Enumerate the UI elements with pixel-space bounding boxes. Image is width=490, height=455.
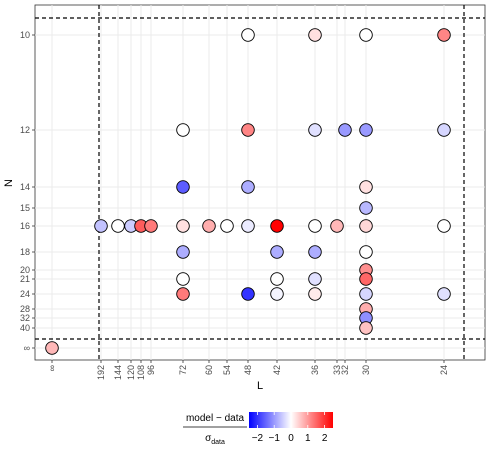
data-point bbox=[45, 341, 59, 355]
x-axis-title: L bbox=[257, 380, 263, 392]
data-point bbox=[241, 123, 255, 137]
y-tick-label: 24 bbox=[20, 289, 30, 299]
legend-tick-label: 2 bbox=[322, 433, 328, 444]
data-point bbox=[111, 219, 125, 233]
x-tick-label: 32 bbox=[340, 365, 350, 375]
x-tick-label: 60 bbox=[204, 365, 214, 375]
legend-tick-label: −2 bbox=[252, 433, 264, 444]
data-points bbox=[45, 28, 451, 355]
x-tick-label: 96 bbox=[146, 365, 156, 375]
data-point bbox=[241, 219, 255, 233]
data-point bbox=[144, 219, 158, 233]
x-tick-label: 42 bbox=[272, 365, 282, 375]
data-point bbox=[176, 180, 190, 194]
reference-lines bbox=[35, 5, 485, 360]
data-point bbox=[308, 287, 322, 301]
data-point bbox=[330, 219, 344, 233]
x-tick-label: 192 bbox=[96, 365, 106, 380]
y-tick-label: 12 bbox=[20, 125, 30, 135]
plot-panel bbox=[34, 4, 486, 361]
data-point bbox=[359, 180, 373, 194]
y-tick-label: 15 bbox=[20, 203, 30, 213]
y-tick-label: 40 bbox=[20, 323, 30, 333]
data-point bbox=[176, 287, 190, 301]
data-point bbox=[176, 123, 190, 137]
y-tick-label: 32 bbox=[20, 313, 30, 323]
x-tick-label: 30 bbox=[361, 365, 371, 375]
data-point bbox=[359, 28, 373, 42]
data-point bbox=[241, 287, 255, 301]
data-point bbox=[308, 245, 322, 259]
y-tick-label: 10 bbox=[20, 30, 30, 40]
data-point bbox=[437, 123, 451, 137]
data-point bbox=[241, 180, 255, 194]
data-point bbox=[338, 123, 352, 137]
data-point bbox=[270, 272, 284, 286]
data-point bbox=[308, 272, 322, 286]
legend-sigma: σ bbox=[205, 433, 212, 444]
x-tick-label: ∞ bbox=[47, 365, 57, 371]
x-tick-label: 108 bbox=[136, 365, 146, 380]
data-point bbox=[437, 287, 451, 301]
data-point bbox=[270, 219, 284, 233]
legend-sigma-subscript: data bbox=[211, 439, 225, 446]
x-tick-label: 54 bbox=[222, 365, 232, 375]
data-point bbox=[437, 28, 451, 42]
data-point bbox=[437, 219, 451, 233]
y-tick-label: 14 bbox=[20, 182, 30, 192]
x-tick-label: 48 bbox=[243, 365, 253, 375]
legend-ticks: −2 −1 0 1 2 bbox=[252, 412, 328, 444]
data-point bbox=[359, 201, 373, 215]
legend-tick-label: 1 bbox=[305, 433, 311, 444]
data-point bbox=[308, 219, 322, 233]
legend-title-denominator: σdata bbox=[205, 433, 225, 446]
data-point bbox=[359, 245, 373, 259]
data-point bbox=[308, 28, 322, 42]
x-tick-label: 33 bbox=[332, 365, 342, 375]
y-axis-title: N bbox=[3, 179, 15, 187]
data-point bbox=[308, 123, 322, 137]
legend-tick-label: −1 bbox=[268, 433, 280, 444]
legend-title-numerator: model − data bbox=[186, 413, 245, 424]
data-point bbox=[359, 287, 373, 301]
y-tick-label: 20 bbox=[20, 265, 30, 275]
x-tick-label: 24 bbox=[439, 365, 449, 375]
data-point bbox=[270, 287, 284, 301]
data-point bbox=[176, 245, 190, 259]
x-tick-label: 120 bbox=[126, 365, 136, 380]
data-point bbox=[220, 219, 234, 233]
legend-colorbar bbox=[249, 412, 333, 428]
data-point bbox=[241, 28, 255, 42]
y-tick-label: 16 bbox=[20, 221, 30, 231]
x-tick-label: 36 bbox=[310, 365, 320, 375]
y-tick-label: ∞ bbox=[24, 343, 30, 353]
color-legend: model − data σdata −2 −1 0 1 2 bbox=[183, 412, 333, 446]
data-point bbox=[176, 272, 190, 286]
legend-tick-label: 0 bbox=[288, 433, 294, 444]
y-tick-label: 28 bbox=[20, 304, 30, 314]
data-point bbox=[359, 219, 373, 233]
y-tick-label: 18 bbox=[20, 247, 30, 257]
x-tick-label: 144 bbox=[113, 365, 123, 380]
y-tick-label: 21 bbox=[20, 274, 30, 284]
data-point bbox=[270, 245, 284, 259]
data-point bbox=[359, 272, 373, 286]
data-point bbox=[359, 321, 373, 335]
data-point bbox=[359, 123, 373, 137]
data-point bbox=[94, 219, 108, 233]
x-tick-label: 72 bbox=[178, 365, 188, 375]
data-point bbox=[202, 219, 216, 233]
grid-lines bbox=[35, 5, 485, 360]
data-point bbox=[176, 219, 190, 233]
